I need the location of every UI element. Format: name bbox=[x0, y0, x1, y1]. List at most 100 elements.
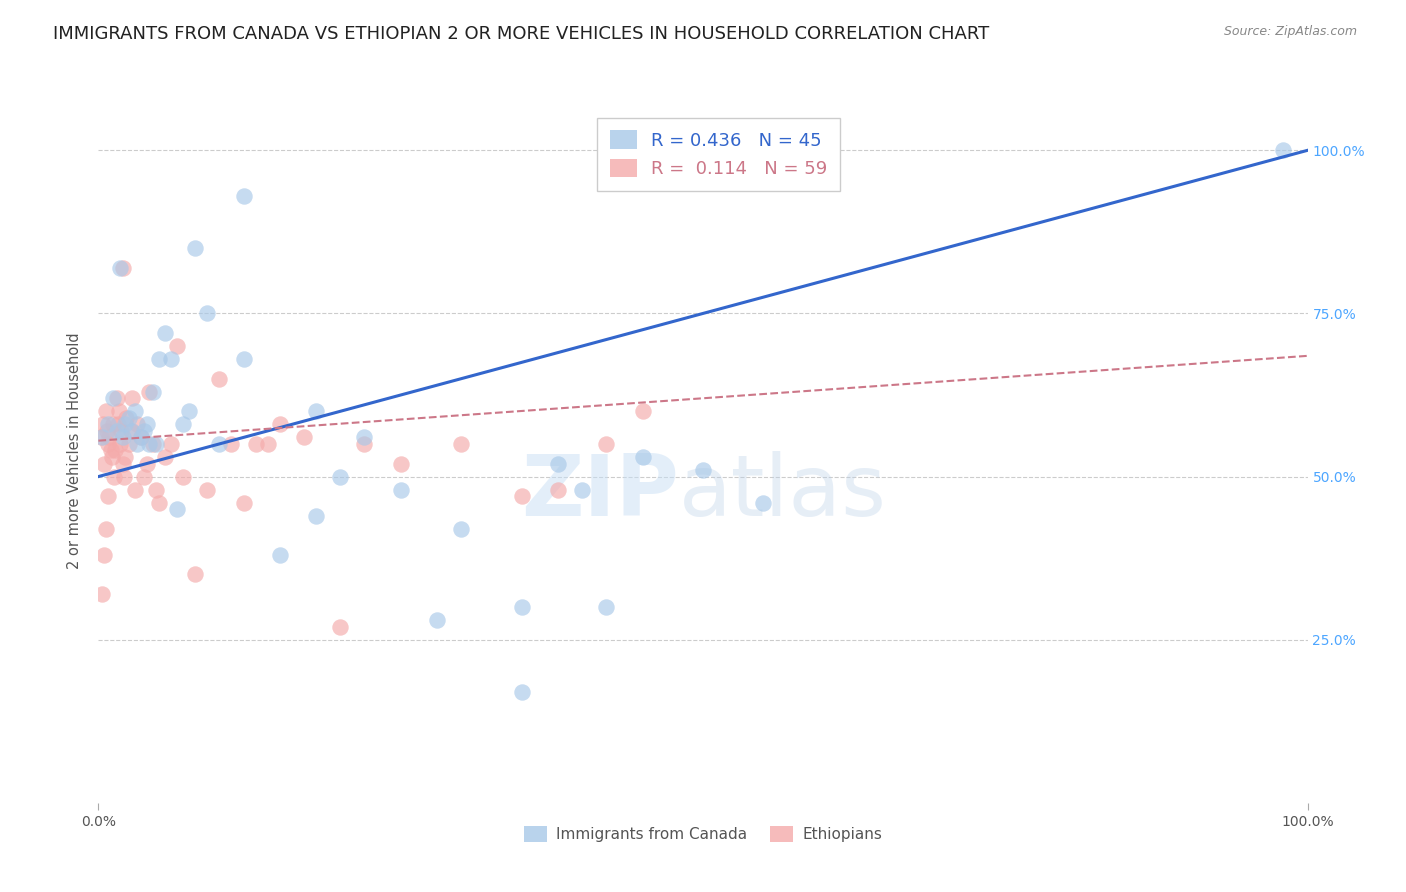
Point bbox=[269, 548, 291, 562]
Point bbox=[100, 450, 122, 464]
Text: Source: ZipAtlas.com: Source: ZipAtlas.com bbox=[1223, 25, 1357, 38]
Point bbox=[1272, 144, 1295, 158]
Point bbox=[221, 437, 243, 451]
Point bbox=[100, 443, 122, 458]
Point bbox=[145, 483, 167, 497]
Point bbox=[134, 424, 156, 438]
Point bbox=[353, 430, 375, 444]
Point bbox=[110, 424, 132, 438]
Point bbox=[138, 384, 160, 399]
Point bbox=[631, 450, 654, 464]
Legend: Immigrants from Canada, Ethiopians: Immigrants from Canada, Ethiopians bbox=[517, 820, 889, 848]
Point bbox=[232, 496, 254, 510]
Point bbox=[172, 469, 194, 483]
Point bbox=[153, 450, 176, 464]
Point bbox=[184, 241, 207, 255]
Point bbox=[114, 450, 136, 464]
Point bbox=[547, 483, 569, 497]
Point bbox=[105, 391, 128, 405]
Point bbox=[103, 469, 125, 483]
Point bbox=[571, 483, 593, 497]
Point bbox=[179, 404, 201, 418]
Point bbox=[305, 404, 328, 418]
Point bbox=[142, 437, 165, 451]
Point bbox=[96, 424, 118, 438]
Point bbox=[135, 457, 157, 471]
Point bbox=[127, 437, 149, 451]
Y-axis label: 2 or more Vehicles in Household: 2 or more Vehicles in Household bbox=[67, 332, 83, 569]
Point bbox=[631, 404, 654, 418]
Point bbox=[510, 685, 533, 699]
Point bbox=[129, 430, 152, 444]
Text: IMMIGRANTS FROM CANADA VS ETHIOPIAN 2 OR MORE VEHICLES IN HOUSEHOLD CORRELATION : IMMIGRANTS FROM CANADA VS ETHIOPIAN 2 OR… bbox=[53, 25, 990, 43]
Point bbox=[145, 437, 167, 451]
Point bbox=[135, 417, 157, 432]
Point bbox=[97, 437, 120, 451]
Point bbox=[105, 424, 128, 438]
Point bbox=[111, 430, 134, 444]
Point bbox=[94, 404, 117, 418]
Point bbox=[101, 391, 124, 405]
Point bbox=[148, 352, 170, 367]
Point bbox=[107, 417, 129, 432]
Point bbox=[208, 372, 231, 386]
Point bbox=[595, 437, 617, 451]
Point bbox=[510, 489, 533, 503]
Point bbox=[111, 260, 134, 275]
Point bbox=[232, 189, 254, 203]
Point bbox=[91, 587, 114, 601]
Point bbox=[595, 600, 617, 615]
Point bbox=[121, 424, 143, 438]
Point bbox=[148, 496, 170, 510]
Point bbox=[124, 404, 146, 418]
Point bbox=[195, 483, 218, 497]
Point bbox=[195, 306, 218, 320]
Point bbox=[108, 437, 131, 451]
Point bbox=[101, 417, 124, 432]
Point bbox=[98, 430, 121, 444]
Text: atlas: atlas bbox=[679, 451, 887, 534]
Point bbox=[692, 463, 714, 477]
Point bbox=[111, 457, 134, 471]
Point bbox=[450, 437, 472, 451]
Point bbox=[353, 437, 375, 451]
Text: ZIP: ZIP bbox=[522, 451, 679, 534]
Point bbox=[121, 391, 143, 405]
Point bbox=[450, 522, 472, 536]
Point bbox=[166, 502, 188, 516]
Point bbox=[118, 437, 141, 451]
Point bbox=[93, 457, 115, 471]
Point bbox=[426, 613, 449, 627]
Point bbox=[108, 260, 131, 275]
Point bbox=[389, 457, 412, 471]
Point bbox=[115, 410, 138, 425]
Point bbox=[153, 326, 176, 340]
Point bbox=[108, 404, 131, 418]
Point bbox=[292, 430, 315, 444]
Point bbox=[91, 430, 114, 444]
Point bbox=[184, 567, 207, 582]
Point bbox=[166, 339, 188, 353]
Point bbox=[329, 620, 352, 634]
Point bbox=[124, 483, 146, 497]
Point bbox=[104, 443, 127, 458]
Point bbox=[91, 417, 114, 432]
Point bbox=[127, 417, 149, 432]
Point bbox=[245, 437, 267, 451]
Point bbox=[547, 457, 569, 471]
Point bbox=[269, 417, 291, 432]
Point bbox=[90, 430, 112, 444]
Point bbox=[134, 469, 156, 483]
Point bbox=[112, 469, 135, 483]
Point bbox=[93, 548, 115, 562]
Point bbox=[114, 417, 136, 432]
Point bbox=[94, 522, 117, 536]
Point bbox=[97, 417, 120, 432]
Point bbox=[389, 483, 412, 497]
Point bbox=[97, 489, 120, 503]
Point bbox=[208, 437, 231, 451]
Point bbox=[138, 437, 160, 451]
Point bbox=[120, 424, 142, 438]
Point bbox=[129, 430, 152, 444]
Point bbox=[510, 600, 533, 615]
